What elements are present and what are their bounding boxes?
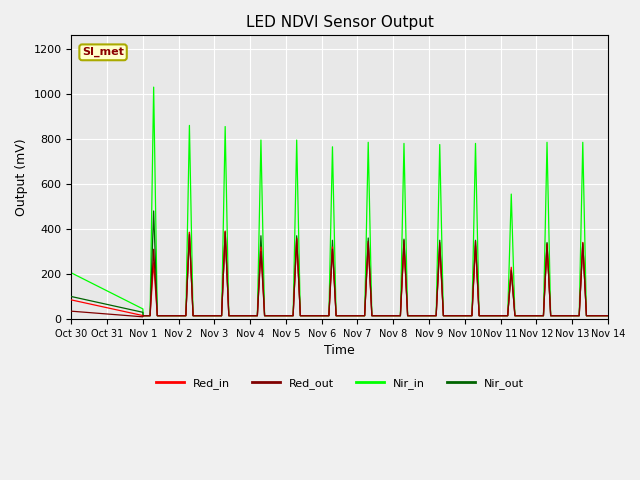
Title: LED NDVI Sensor Output: LED NDVI Sensor Output xyxy=(246,15,433,30)
Nir_out xyxy=(302,313,310,319)
Red_in xyxy=(221,228,229,234)
Legend: Red_in, Red_out, Nir_in, Nir_out: Red_in, Red_out, Nir_in, Nir_out xyxy=(152,373,528,393)
Line: Red_out: Red_out xyxy=(72,232,608,317)
Nir_out xyxy=(604,313,612,319)
Nir_in xyxy=(604,313,612,319)
Nir_out xyxy=(102,301,109,307)
Nir_in xyxy=(252,313,260,319)
Nir_out xyxy=(150,208,157,214)
Red_out xyxy=(102,311,109,317)
Nir_in xyxy=(68,270,76,276)
Nir_in xyxy=(150,84,157,90)
Nir_in xyxy=(81,277,89,283)
Red_in xyxy=(139,313,147,319)
Red_out xyxy=(604,313,612,319)
Nir_out xyxy=(186,251,194,257)
Red_in xyxy=(604,313,612,319)
Red_out xyxy=(252,313,260,319)
Text: SI_met: SI_met xyxy=(82,47,124,58)
Red_out xyxy=(68,308,76,314)
Red_out xyxy=(302,313,310,319)
Nir_out xyxy=(504,308,512,314)
X-axis label: Time: Time xyxy=(324,344,355,357)
Red_in xyxy=(81,300,89,306)
Line: Nir_in: Nir_in xyxy=(72,87,608,316)
Red_out xyxy=(186,251,194,257)
Nir_in xyxy=(504,300,512,306)
Red_out xyxy=(221,229,229,235)
Nir_out xyxy=(252,313,260,319)
Red_out xyxy=(504,308,512,314)
Nir_in xyxy=(186,172,194,178)
Line: Red_in: Red_in xyxy=(72,231,608,316)
Red_in xyxy=(252,313,260,319)
Nir_in xyxy=(139,313,147,319)
Red_out xyxy=(81,310,89,315)
Red_in xyxy=(68,297,76,303)
Red_out xyxy=(139,314,147,320)
Red_in xyxy=(302,313,310,319)
Nir_out xyxy=(139,313,147,319)
Nir_out xyxy=(81,297,89,302)
Red_in xyxy=(186,250,194,255)
Y-axis label: Output (mV): Output (mV) xyxy=(15,138,28,216)
Nir_in xyxy=(302,313,310,319)
Red_in xyxy=(504,308,512,314)
Nir_in xyxy=(102,288,109,293)
Nir_out xyxy=(68,294,76,300)
Line: Nir_out: Nir_out xyxy=(72,211,608,316)
Red_in xyxy=(102,305,109,311)
